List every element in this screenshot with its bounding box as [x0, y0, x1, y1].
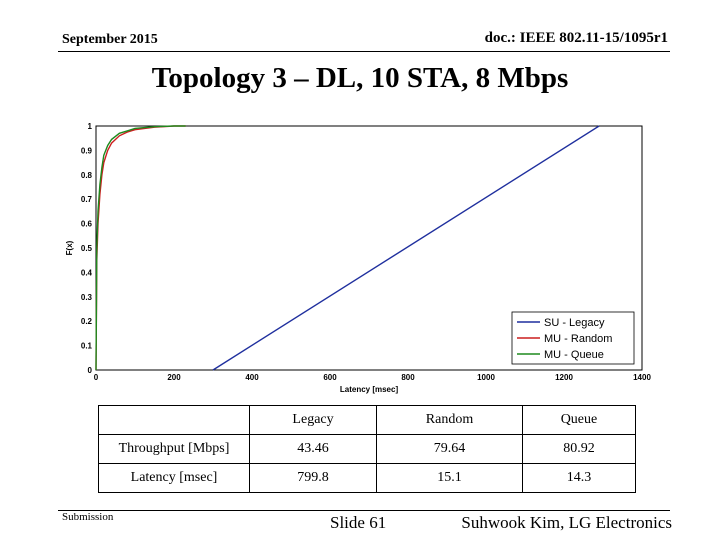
- chart-legend: SU - Legacy MU - Random MU - Queue: [511, 311, 635, 365]
- table-header-cell: Queue: [521, 405, 637, 435]
- legend-entry: MU - Queue: [544, 349, 604, 361]
- y-tick-label: 0.1: [81, 342, 93, 351]
- cdf-chart: 0 200 400 600 800 1000 1200 1400 0 0.1 0.2 0.3 0.4 0.…: [65, 122, 651, 394]
- chart-series: [95, 125, 600, 371]
- slide-title: Topology 3 – DL, 10 STA, 8 Mbps: [151, 62, 569, 94]
- x-tick-label: 1200: [555, 373, 573, 382]
- y-tick-label: 0: [88, 366, 93, 375]
- series-line: [95, 125, 186, 371]
- table-cell: 14.3: [521, 463, 637, 493]
- y-tick-label: 0.8: [81, 171, 93, 180]
- x-tick-label: 400: [245, 373, 259, 382]
- slide-number: Slide 61: [330, 513, 387, 532]
- table-cell: 15.1: [376, 463, 523, 493]
- footer-submission: Submission: [62, 511, 114, 523]
- legend-entry: SU - Legacy: [544, 317, 605, 329]
- y-tick-label: 0.7: [81, 195, 93, 204]
- x-tick-label: 0: [94, 373, 99, 382]
- x-tick-label: 1400: [633, 373, 651, 382]
- y-tick-label: 0.3: [81, 293, 93, 302]
- footer-author: Suhwook Kim, LG Electronics: [461, 513, 672, 532]
- series-line: [212, 125, 600, 371]
- table-header-cell: Legacy: [248, 405, 378, 435]
- table-cell: 799.8: [248, 463, 378, 493]
- table-header-cell: [98, 405, 250, 435]
- y-tick-label: 0.2: [81, 317, 93, 326]
- x-tick-label: 1000: [477, 373, 495, 382]
- footer-rule: [58, 510, 670, 511]
- y-tick-label: 0.5: [81, 244, 93, 253]
- row-label: Throughput [Mbps]: [98, 434, 250, 464]
- table-header-cell: Random: [376, 405, 523, 435]
- x-tick-label: 200: [167, 373, 181, 382]
- y-axis-label: F(x): [65, 240, 74, 255]
- y-tick-label: 1: [88, 122, 93, 131]
- table-row: Latency [msec] 799.8 15.1 14.3: [98, 463, 637, 493]
- x-tick-label: 800: [401, 373, 415, 382]
- y-tick-label: 0.9: [81, 146, 93, 155]
- row-label: Latency [msec]: [98, 463, 250, 493]
- x-axis-label: Latency [msec]: [340, 385, 399, 394]
- table-cell: 80.92: [521, 434, 637, 464]
- results-table: Legacy Random Queue Throughput [Mbps] 43…: [98, 405, 637, 493]
- table-row: Throughput [Mbps] 43.46 79.64 80.92: [98, 434, 637, 464]
- header-date: September 2015: [62, 32, 158, 47]
- table-cell: 79.64: [376, 434, 523, 464]
- table-cell: 43.46: [248, 434, 378, 464]
- header-doc-id: doc.: IEEE 802.11-15/1095r1: [484, 30, 668, 46]
- table-header-row: Legacy Random Queue: [98, 405, 637, 435]
- x-tick-label: 600: [323, 373, 337, 382]
- header-rule: [58, 51, 670, 52]
- legend-entry: MU - Random: [544, 333, 612, 345]
- y-tick-label: 0.4: [81, 268, 93, 277]
- y-tick-label: 0.6: [81, 220, 93, 229]
